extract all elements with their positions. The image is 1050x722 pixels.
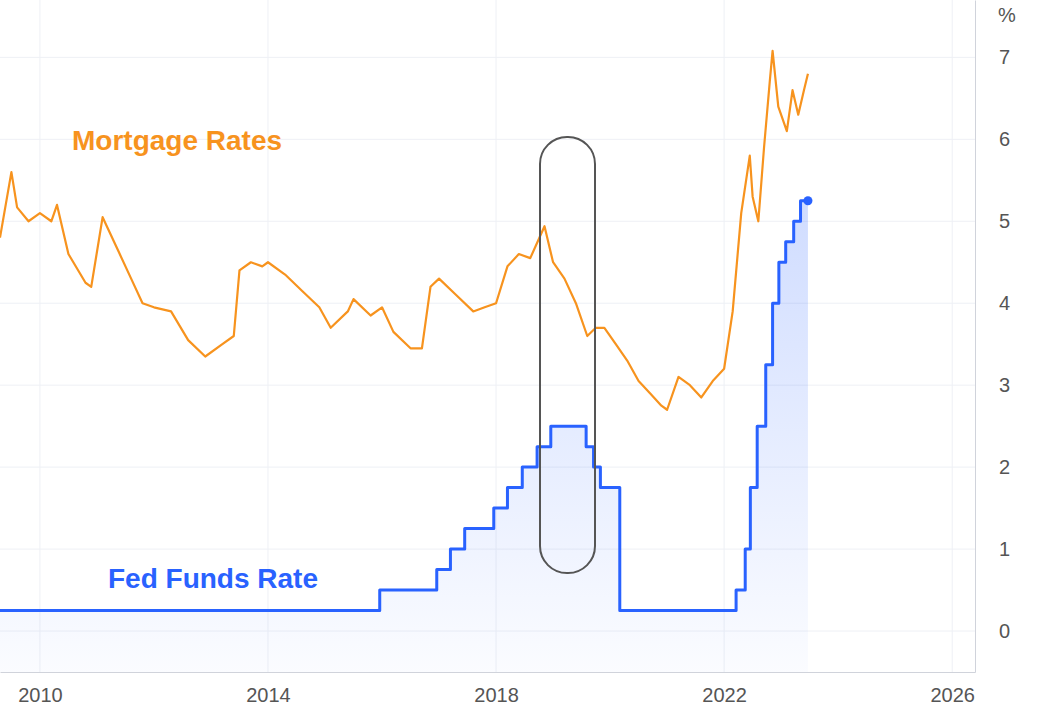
series xyxy=(0,51,808,410)
y-axis-line xyxy=(975,1,976,673)
y-grid-line xyxy=(0,467,975,468)
y-tick-label: 7 xyxy=(999,46,1010,68)
series xyxy=(0,196,812,672)
y-tick-label: 5 xyxy=(999,210,1010,232)
x-tick-label: 2014 xyxy=(246,684,291,706)
y-tick: 6 xyxy=(975,128,1010,150)
y-tick: 7 xyxy=(975,46,1010,68)
x-tick-label: 2026 xyxy=(930,684,975,706)
y-tick: 4 xyxy=(975,292,1010,314)
y-tick: 0 xyxy=(975,620,1010,642)
x-axis: 2010 2014 2018 2022 2026 xyxy=(1,672,976,706)
y-tick-label: 0 xyxy=(999,620,1010,642)
x-tick: 2022 xyxy=(702,672,747,706)
y-grid-line xyxy=(0,57,975,58)
y-axis-title: % xyxy=(998,4,1016,26)
x-tick-label: 2018 xyxy=(474,684,518,706)
x-tick: 2014 xyxy=(246,672,291,706)
series-line xyxy=(0,201,808,611)
y-tick: 5 xyxy=(975,210,1010,232)
series-area xyxy=(0,201,808,672)
y-axis: 0 1 2 3 4 5 6 7 xyxy=(975,1,1010,673)
x-grid-line xyxy=(39,0,40,672)
y-tick-label: 1 xyxy=(999,538,1010,560)
x-grid-line xyxy=(952,0,953,672)
y-grid-line xyxy=(0,385,975,386)
y-tick-label: 4 xyxy=(999,292,1010,314)
y-grid-line xyxy=(0,221,975,222)
x-grid-line xyxy=(724,0,725,672)
x-axis-line xyxy=(1,672,976,673)
last-point xyxy=(803,196,812,205)
x-tick: 2010 xyxy=(18,672,63,706)
grid xyxy=(0,0,975,672)
x-tick: 2026 xyxy=(930,672,975,706)
series-line xyxy=(0,51,808,410)
y-tick: 3 xyxy=(975,374,1010,396)
x-tick-label: 2010 xyxy=(18,684,63,706)
plot-area xyxy=(0,51,812,672)
y-tick-label: 2 xyxy=(999,456,1010,478)
series-label: Mortgage Rates xyxy=(72,125,282,156)
y-tick: 2 xyxy=(975,456,1010,478)
series-label: Fed Funds Rate xyxy=(108,563,318,594)
x-tick-label: 2022 xyxy=(702,684,747,706)
y-tick: 1 xyxy=(975,538,1010,560)
y-tick-label: 3 xyxy=(999,374,1010,396)
x-tick: 2018 xyxy=(474,672,518,706)
highlight-box xyxy=(540,137,595,573)
chart: Mortgage Rates Fed Funds Rate 0 1 2 3 4 5 6 7% 201… xyxy=(0,0,1050,722)
y-tick-label: 6 xyxy=(999,128,1010,150)
